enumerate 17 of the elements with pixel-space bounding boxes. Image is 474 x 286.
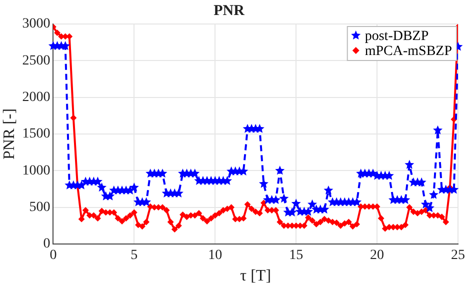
y-axis-title: PNR [-] (0, 108, 18, 160)
x-tick-label: 15 (289, 248, 304, 264)
x-tick-label: 20 (370, 248, 384, 264)
x-tick-label: 25 (451, 248, 465, 264)
x-tick-label: 5 (130, 248, 138, 264)
x-axis-title: τ [T] (240, 268, 272, 285)
y-tick-label: 3000 (22, 16, 50, 32)
legend-label: post-DBZP (364, 29, 429, 44)
x-tick-label: 10 (208, 248, 222, 264)
y-tick-label: 500 (29, 200, 50, 216)
y-tick-label: 1500 (22, 126, 50, 142)
y-tick-label: 2000 (22, 90, 50, 106)
y-tick-label: 1000 (22, 163, 50, 178)
legend-label: mPCA-mSBZP (364, 44, 452, 60)
y-tick-label: 0 (43, 236, 50, 252)
y-tick-label: 2500 (22, 53, 50, 68)
chart-title: PNR (214, 2, 245, 19)
